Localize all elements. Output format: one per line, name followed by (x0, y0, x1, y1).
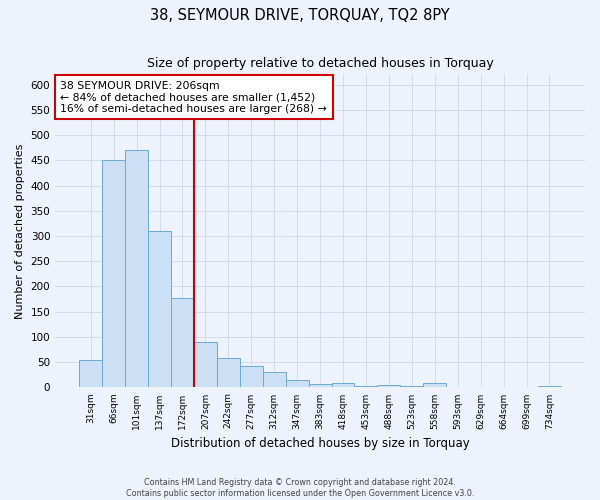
Bar (308, 384, 332, 388)
Bar (377, 385, 400, 388)
Bar (332, 384, 355, 388)
Bar (217, 358, 240, 388)
Bar (538, 386, 561, 388)
Text: Contains HM Land Registry data © Crown copyright and database right 2024.
Contai: Contains HM Land Registry data © Crown c… (126, 478, 474, 498)
Bar (79, 360, 102, 388)
Bar (171, 298, 194, 388)
Bar (240, 366, 263, 388)
Bar (355, 386, 377, 388)
Y-axis label: Number of detached properties: Number of detached properties (15, 143, 25, 318)
Bar (423, 384, 446, 388)
Title: Size of property relative to detached houses in Torquay: Size of property relative to detached ho… (147, 58, 493, 70)
Text: 38 SEYMOUR DRIVE: 206sqm
← 84% of detached houses are smaller (1,452)
16% of sem: 38 SEYMOUR DRIVE: 206sqm ← 84% of detach… (61, 80, 327, 114)
Bar (400, 386, 423, 388)
Bar (148, 231, 171, 388)
Bar (125, 150, 148, 388)
Bar (446, 387, 469, 388)
Bar (286, 380, 308, 388)
Bar (102, 160, 125, 388)
Text: 38, SEYMOUR DRIVE, TORQUAY, TQ2 8PY: 38, SEYMOUR DRIVE, TORQUAY, TQ2 8PY (150, 8, 450, 22)
Bar (263, 372, 286, 388)
Bar (194, 342, 217, 388)
X-axis label: Distribution of detached houses by size in Torquay: Distribution of detached houses by size … (171, 437, 469, 450)
